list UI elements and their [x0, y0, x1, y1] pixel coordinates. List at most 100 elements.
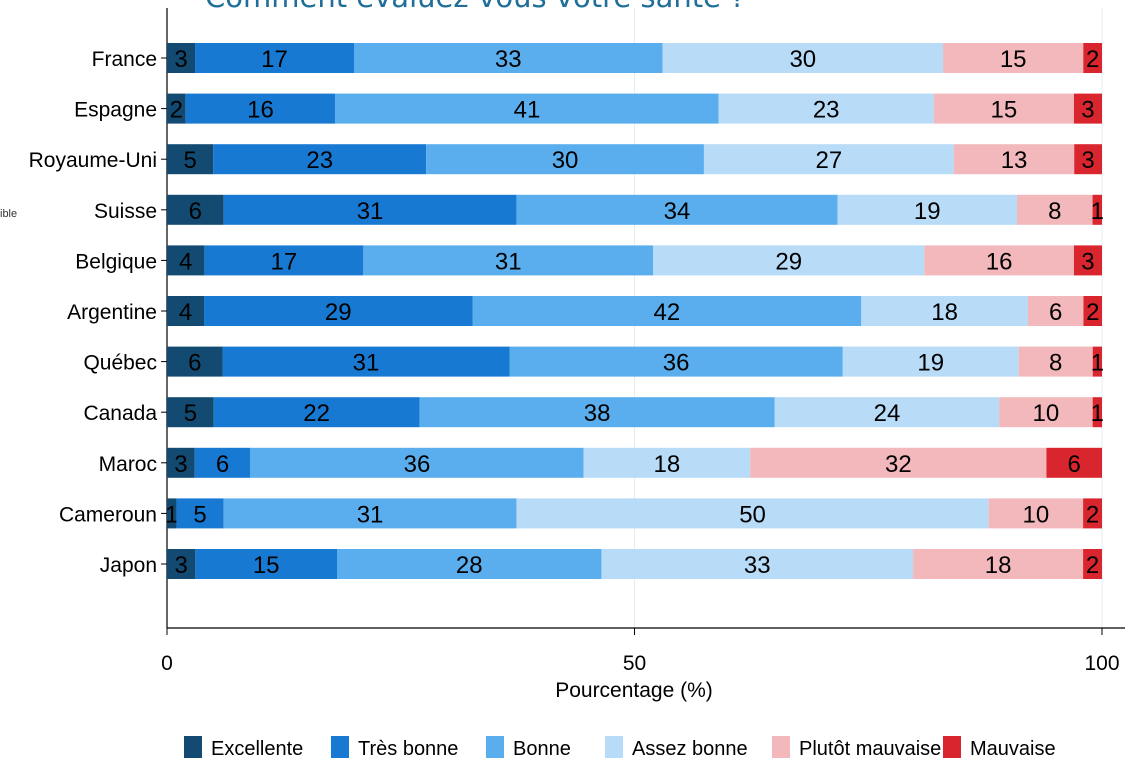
- bar-value-label-9-3: 50: [739, 501, 766, 528]
- bar-value-label-2-3: 27: [816, 147, 843, 174]
- bar-5-5: [1083, 296, 1102, 326]
- bar-value-label-9-2: 31: [357, 501, 384, 528]
- bar-0-0: [167, 43, 196, 73]
- legend-swatch-5: [943, 736, 961, 758]
- bar-value-label-1-0: 2: [170, 97, 183, 124]
- bar-value-label-3-4: 8: [1048, 198, 1061, 225]
- bar-8-5: [1046, 447, 1102, 478]
- bar-value-label-5-5: 2: [1086, 299, 1099, 326]
- bar-3-5: [1092, 194, 1102, 225]
- bar-value-label-10-1: 15: [253, 552, 280, 579]
- category-label-7: Canada: [83, 402, 157, 425]
- bar-9-5: [1083, 498, 1102, 529]
- bar-0-2: [354, 43, 663, 73]
- bar-5-0: [167, 296, 205, 326]
- chart-title: Comment évaluez-vous votre santé ?: [205, 0, 746, 14]
- legend-swatch-2: [486, 736, 504, 758]
- bar-9-1: [176, 498, 224, 529]
- bar-4-0: [167, 245, 205, 276]
- legend-label-1: Très bonne: [358, 738, 458, 760]
- bar-value-label-10-2: 28: [456, 552, 483, 579]
- x-tick-label-0: 0: [161, 652, 173, 675]
- bar-6-5: [1092, 346, 1102, 377]
- bar-value-label-7-2: 38: [584, 400, 611, 427]
- category-label-4: Belgique: [75, 250, 157, 273]
- bar-6-1: [222, 346, 510, 377]
- category-label-9: Cameroun: [59, 503, 157, 526]
- bar-7-2: [419, 397, 775, 428]
- bar-2-3: [703, 144, 954, 175]
- legend-swatch-0: [184, 736, 202, 758]
- bar-value-label-0-1: 17: [261, 46, 288, 73]
- bar-value-label-1-5: 3: [1081, 97, 1094, 124]
- bar-1-0: [167, 93, 186, 124]
- legend-swatch-1: [331, 736, 349, 758]
- x-tick-label-1: 50: [623, 652, 646, 675]
- bar-value-label-4-2: 31: [495, 248, 522, 275]
- bar-value-label-7-3: 24: [874, 400, 901, 427]
- x-tick-label-2: 100: [1084, 652, 1119, 675]
- bar-value-label-4-4: 16: [986, 248, 1013, 275]
- bar-6-0: [167, 346, 223, 377]
- bar-3-3: [837, 194, 1017, 225]
- category-label-0: France: [92, 48, 157, 71]
- bar-value-label-0-4: 15: [1000, 46, 1027, 73]
- bar-value-label-6-3: 19: [917, 350, 944, 377]
- bar-value-label-8-5: 6: [1068, 451, 1081, 478]
- bar-value-label-6-2: 36: [663, 350, 690, 377]
- bar-value-label-5-0: 4: [179, 299, 192, 326]
- legend-swatch-4: [772, 736, 790, 758]
- bar-value-label-10-3: 33: [744, 552, 771, 579]
- bar-1-3: [718, 93, 934, 124]
- bar-value-label-3-1: 31: [357, 198, 384, 225]
- category-label-2: Royaume-Uni: [29, 149, 157, 172]
- bar-value-label-9-1: 5: [193, 501, 206, 528]
- bar-value-label-9-5: 2: [1086, 501, 1099, 528]
- bar-8-4: [750, 447, 1047, 478]
- bar-value-label-5-2: 42: [654, 299, 681, 326]
- bar-value-label-4-3: 29: [775, 248, 802, 275]
- bar-value-label-8-4: 32: [885, 451, 912, 478]
- bar-10-4: [913, 549, 1084, 579]
- bar-8-2: [250, 447, 584, 478]
- bar-value-label-9-0: 1: [165, 501, 178, 528]
- bar-value-label-5-1: 29: [325, 299, 352, 326]
- bar-7-5: [1092, 397, 1102, 428]
- bar-value-label-8-1: 6: [216, 451, 229, 478]
- bar-7-0: [167, 397, 214, 428]
- legend-label-2: Bonne: [513, 738, 571, 760]
- bar-value-label-2-2: 30: [552, 147, 579, 174]
- bar-9-3: [516, 498, 989, 529]
- bar-value-label-6-0: 6: [188, 350, 201, 377]
- bar-5-1: [204, 296, 473, 326]
- legend-label-5: Mauvaise: [970, 738, 1056, 760]
- category-label-8: Maroc: [99, 453, 157, 476]
- bar-value-label-4-1: 17: [271, 248, 298, 275]
- bar-4-3: [653, 245, 925, 276]
- bar-0-3: [662, 43, 944, 73]
- bar-value-label-7-5: 1: [1091, 400, 1104, 427]
- bar-3-0: [167, 194, 224, 225]
- bar-value-label-0-5: 2: [1086, 46, 1099, 73]
- category-label-6: Québec: [83, 352, 157, 375]
- bar-value-label-4-5: 3: [1081, 248, 1094, 275]
- bar-4-2: [363, 245, 654, 276]
- bar-value-label-4-0: 4: [179, 248, 192, 275]
- bar-value-label-10-0: 3: [174, 552, 187, 579]
- bar-8-1: [194, 447, 251, 478]
- bar-0-5: [1083, 43, 1102, 73]
- bar-2-0: [167, 144, 214, 175]
- bar-7-3: [774, 397, 1000, 428]
- bar-10-0: [167, 549, 196, 579]
- bar-2-4: [953, 144, 1075, 175]
- bar-3-1: [223, 194, 517, 225]
- category-label-3: Suisse: [94, 200, 157, 223]
- bar-1-2: [335, 93, 719, 124]
- x-axis-title: Pourcentage (%): [555, 679, 713, 702]
- bar-2-2: [426, 144, 704, 175]
- bar-10-5: [1083, 549, 1102, 579]
- bar-6-3: [842, 346, 1019, 377]
- bar-value-label-2-1: 23: [306, 147, 333, 174]
- bar-value-label-6-5: 1: [1091, 350, 1104, 377]
